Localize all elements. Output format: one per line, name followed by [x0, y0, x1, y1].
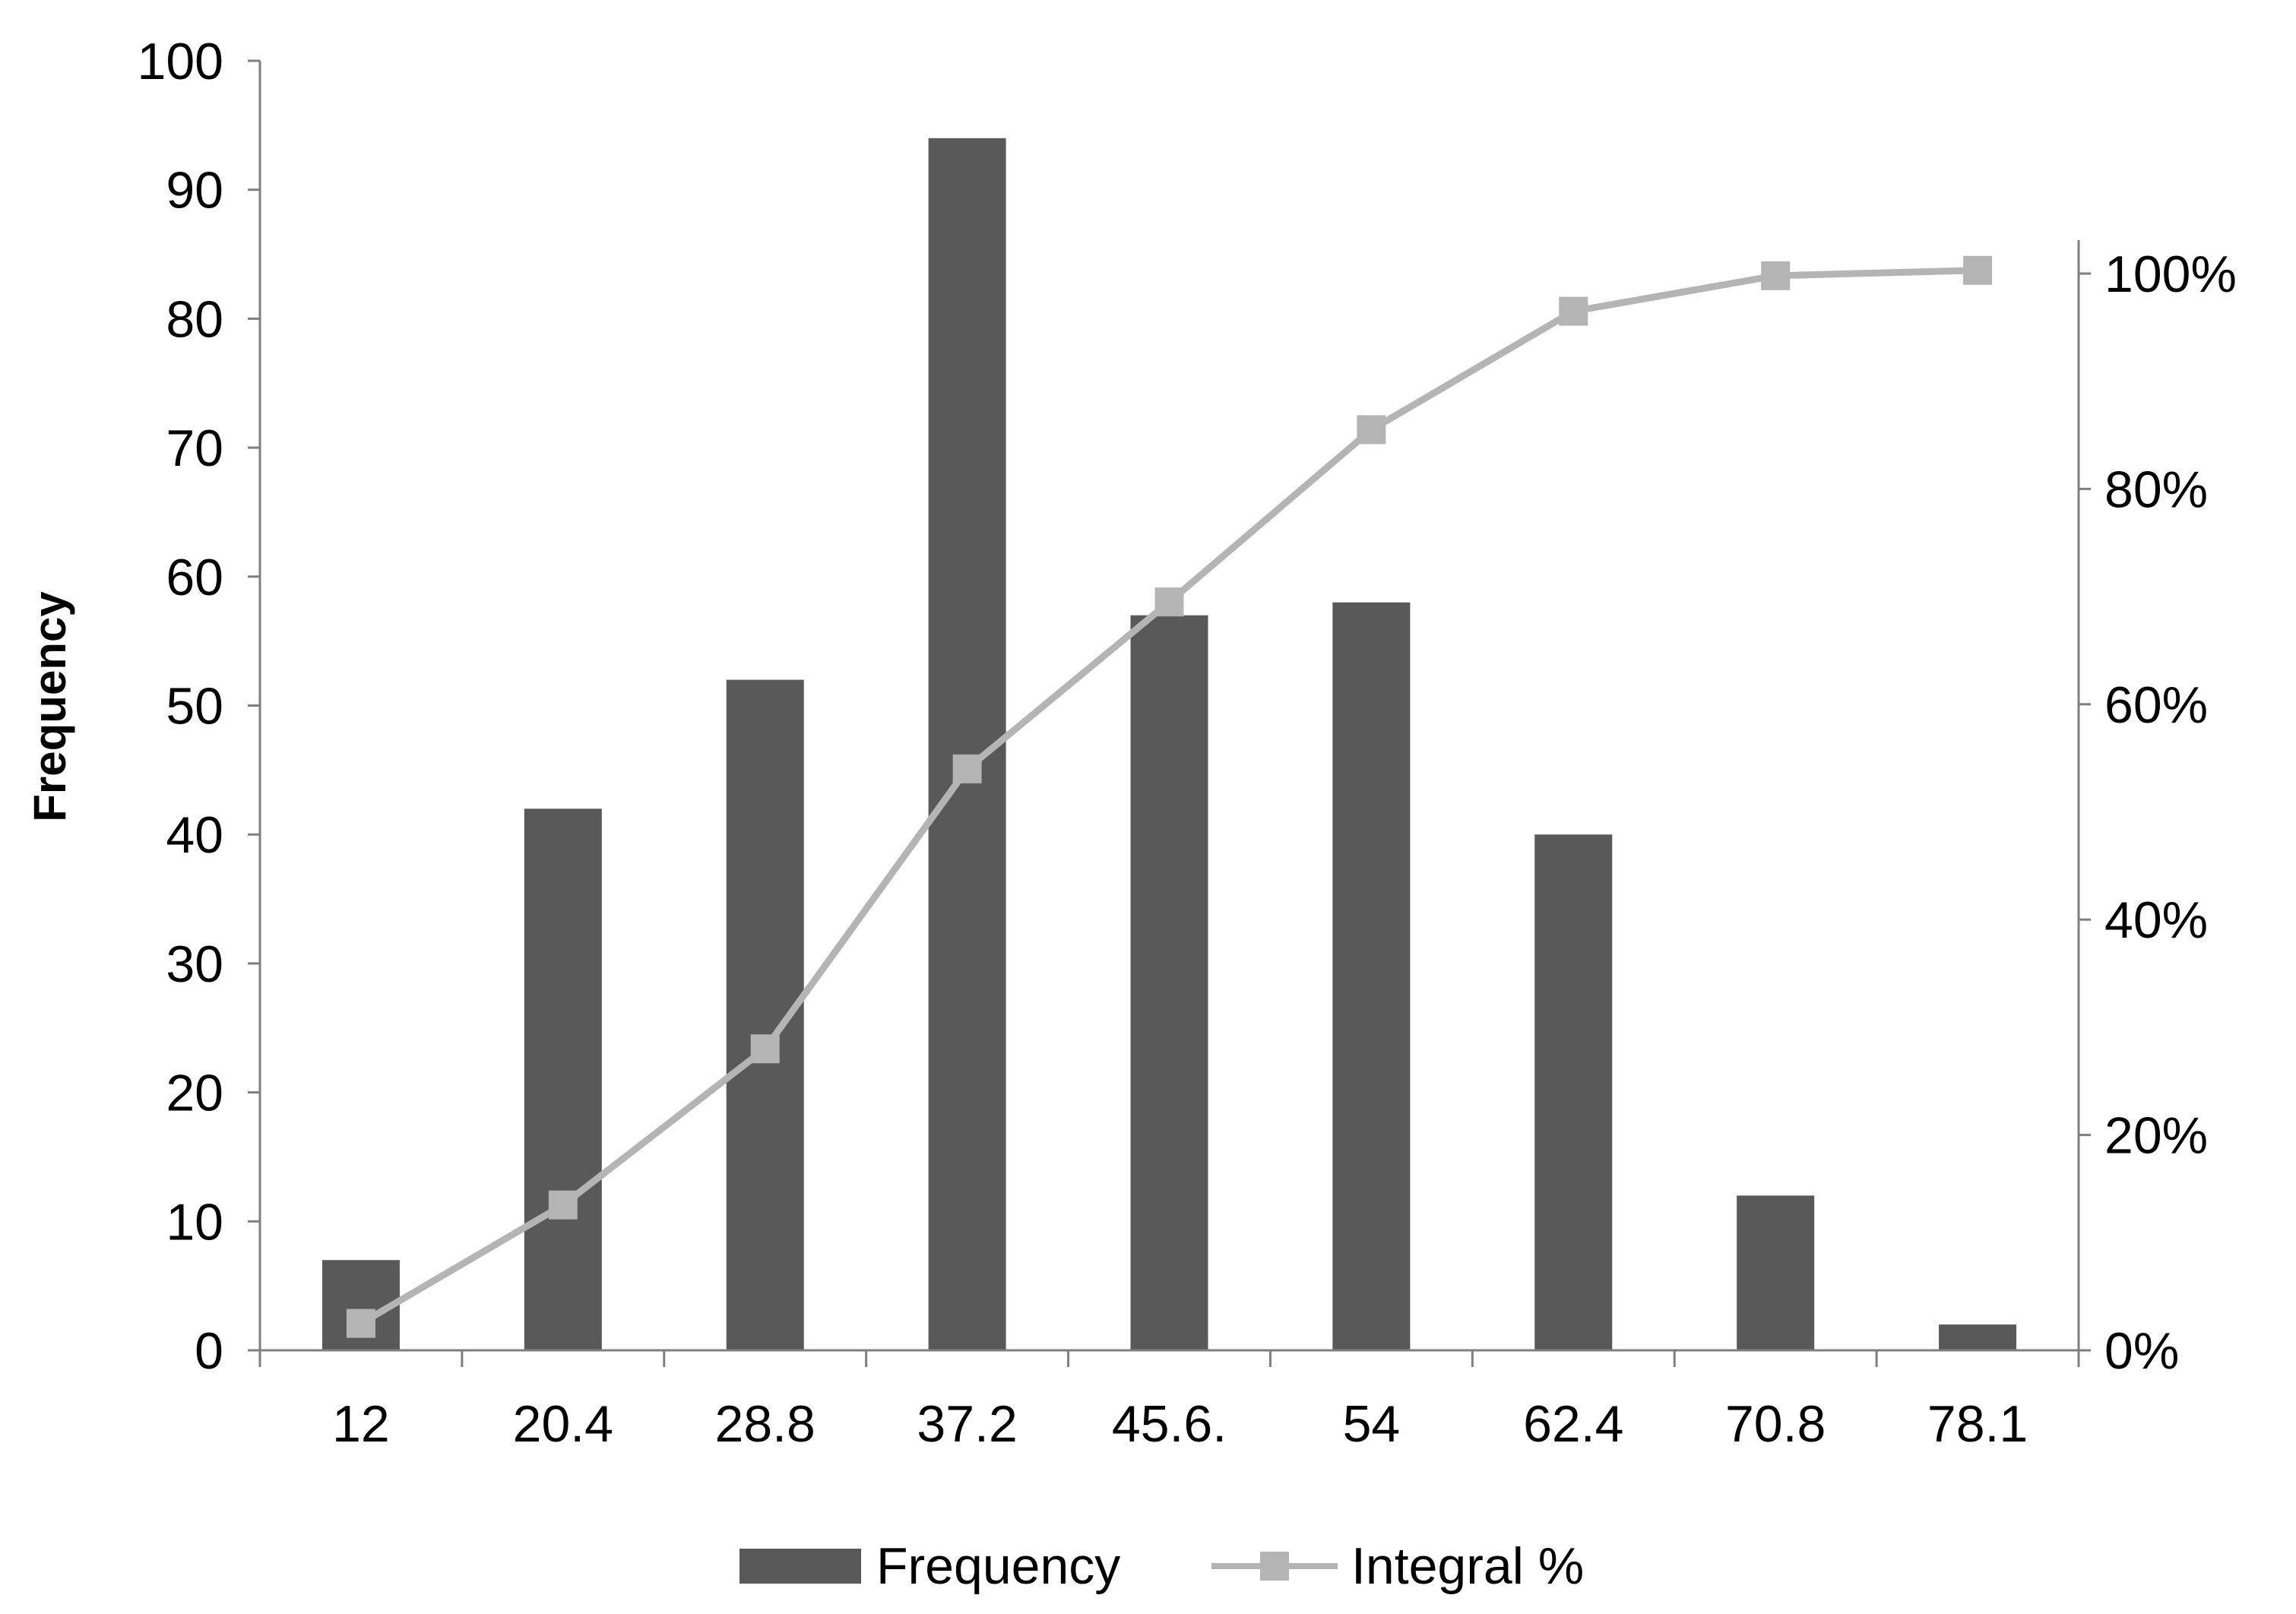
y2-tick-label-80%: 80%: [2104, 460, 2208, 518]
y-tick-label-40: 40: [166, 806, 223, 864]
y-tick-label-80: 80: [166, 290, 223, 348]
x-tick-label-70.8: 70.8: [1725, 1395, 1826, 1453]
point-integral-70.8: [1761, 261, 1791, 290]
bar-62.4: [1534, 834, 1613, 1350]
point-integral-45.6.: [1154, 587, 1184, 617]
y2-tick-label-60%: 60%: [2104, 676, 2208, 734]
y-tick-label-20: 20: [166, 1065, 223, 1122]
x-tick-label-62.4: 62.4: [1523, 1395, 1623, 1453]
axes-layer: 0 10 20 30 40 50 60 70 80 90 100 0% 20% 40% 60% 80% 100%…: [138, 33, 2237, 1453]
y-tick-label-10: 10: [166, 1193, 223, 1251]
y-tick-label-0: 0: [195, 1322, 223, 1380]
y2-tick-label-40%: 40%: [2104, 891, 2208, 949]
y2-tick-label-20%: 20%: [2104, 1107, 2208, 1165]
point-integral-37.2: [952, 754, 982, 783]
x-tick-label-78.1: 78.1: [1927, 1395, 2028, 1453]
y-tick-label-70: 70: [166, 419, 223, 477]
point-integral-28.8: [750, 1034, 780, 1064]
y-tick-label-90: 90: [166, 162, 223, 220]
legend-swatch-frequency: [739, 1549, 861, 1584]
bar-78.1: [1939, 1324, 2017, 1350]
bars-layer: [321, 138, 2017, 1350]
point-integral-62.4: [1559, 296, 1588, 326]
legend: Frequency Integral %: [739, 1537, 1584, 1595]
x-tick-label-20.4: 20.4: [513, 1395, 613, 1453]
bar-70.8: [1737, 1195, 1815, 1350]
point-integral-78.1: [1963, 255, 1993, 285]
x-tick-label-45.6.: 45.6.: [1112, 1395, 1227, 1453]
x-tick-label-54: 54: [1343, 1395, 1401, 1453]
y-tick-label-60: 60: [166, 549, 223, 606]
legend-label-frequency: Frequency: [876, 1537, 1120, 1595]
x-tick-label-37.2: 37.2: [917, 1395, 1017, 1453]
bar-20.4: [524, 809, 602, 1350]
y2-tick-label-0%: 0%: [2104, 1322, 2179, 1380]
legend-swatch-integral-marker: [1260, 1552, 1289, 1581]
y-tick-label-100: 100: [138, 33, 223, 90]
x-tick-label-28.8: 28.8: [715, 1395, 815, 1453]
point-integral-54: [1357, 415, 1386, 445]
y-tick-label-50: 50: [166, 678, 223, 736]
point-integral-12: [346, 1309, 375, 1338]
point-integral-20.4: [548, 1190, 578, 1220]
y-axis-title: Frequency: [24, 591, 75, 822]
y2-tick-label-100%: 100%: [2104, 245, 2237, 303]
line-layer: [346, 255, 1993, 1338]
bar-54: [1332, 602, 1411, 1350]
bar-45.6.: [1130, 615, 1208, 1350]
y-tick-label-30: 30: [166, 935, 223, 993]
legend-label-integral: Integral %: [1351, 1537, 1584, 1595]
x-tick-label-12: 12: [332, 1395, 390, 1453]
